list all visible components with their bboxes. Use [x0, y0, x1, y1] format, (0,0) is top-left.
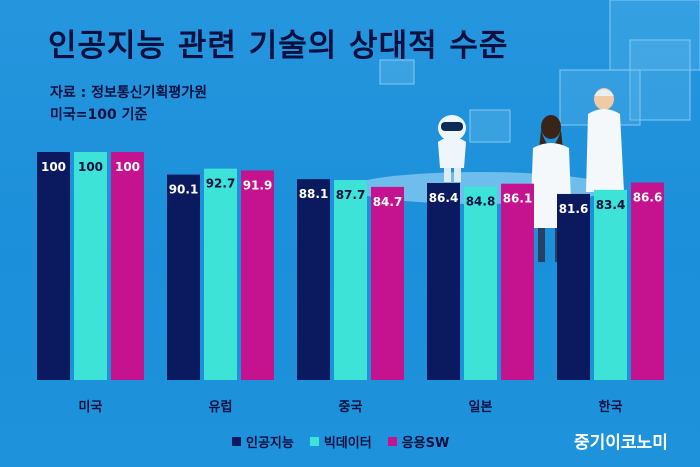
bar-bigdata-0 — [74, 152, 107, 380]
data-label-bigdata-1: 92.7 — [206, 177, 236, 191]
bar-bigdata-4 — [594, 189, 627, 380]
chart-title: 인공지능 관련 기술의 상대적 수준 — [48, 28, 509, 64]
category-label-3: 일본 — [469, 400, 493, 415]
data-label-ai-2: 88.1 — [299, 187, 329, 201]
bar-ai-4 — [557, 193, 590, 380]
bar-ai-3 — [427, 183, 460, 380]
data-label-applied-sw-0: 100 — [115, 160, 140, 174]
legend-item-bigdata: 빅데이터 — [309, 432, 372, 451]
category-label-2: 중국 — [339, 400, 363, 415]
data-label-bigdata-3: 84.8 — [466, 195, 496, 209]
data-label-ai-0: 100 — [41, 160, 66, 174]
category-label-0: 미국 — [79, 399, 103, 415]
bar-bigdata-1 — [204, 168, 237, 380]
baseline-note: 미국=100 기준 — [50, 107, 148, 123]
scientist-man-figure — [586, 88, 624, 192]
bar-ai-0 — [37, 152, 70, 380]
legend-label-bigdata: 빅데이터 — [323, 436, 372, 451]
legend-item-applied-sw: 응용SW — [387, 432, 450, 451]
bar-applied-sw-1 — [241, 170, 274, 380]
data-label-bigdata-4: 83.4 — [596, 198, 626, 212]
bar-bigdata-3 — [464, 186, 497, 380]
legend-label-ai: 인공지능 — [246, 436, 294, 451]
category-label-1: 유럽 — [209, 400, 233, 415]
bar-applied-sw-2 — [371, 186, 404, 380]
data-label-ai-3: 86.4 — [429, 191, 459, 205]
data-label-bigdata-0: 100 — [78, 160, 103, 174]
legend-item-ai: 인공지능 — [232, 432, 294, 451]
legend-label-applied-sw: 응용SW — [401, 436, 450, 451]
legend-swatch-bigdata — [309, 437, 319, 446]
legend: 인공지능 빅데이터 응용SW — [232, 432, 449, 451]
source-note: 자료 : 정보통신기획평가원 — [50, 85, 208, 101]
data-label-applied-sw-1: 91.9 — [243, 178, 273, 192]
data-label-ai-4: 81.6 — [559, 202, 589, 216]
bar-ai-2 — [297, 179, 330, 380]
robot-figure — [438, 115, 466, 182]
legend-swatch-ai — [232, 437, 241, 446]
legend-swatch-applied-sw — [387, 437, 397, 446]
data-label-bigdata-2: 87.7 — [336, 188, 366, 202]
bar-ai-1 — [167, 174, 200, 380]
brand-logo: 중기이코노미 — [574, 433, 668, 453]
category-label-4: 한국 — [599, 399, 623, 415]
bar-bigdata-2 — [334, 180, 367, 380]
bar-applied-sw-0 — [111, 152, 144, 380]
data-label-applied-sw-4: 86.6 — [633, 191, 663, 205]
data-label-ai-1: 90.1 — [169, 183, 199, 197]
data-label-applied-sw-2: 84.7 — [373, 195, 403, 209]
data-label-applied-sw-3: 86.1 — [503, 192, 533, 206]
bar-applied-sw-3 — [501, 183, 534, 380]
bar-applied-sw-4 — [631, 182, 664, 380]
